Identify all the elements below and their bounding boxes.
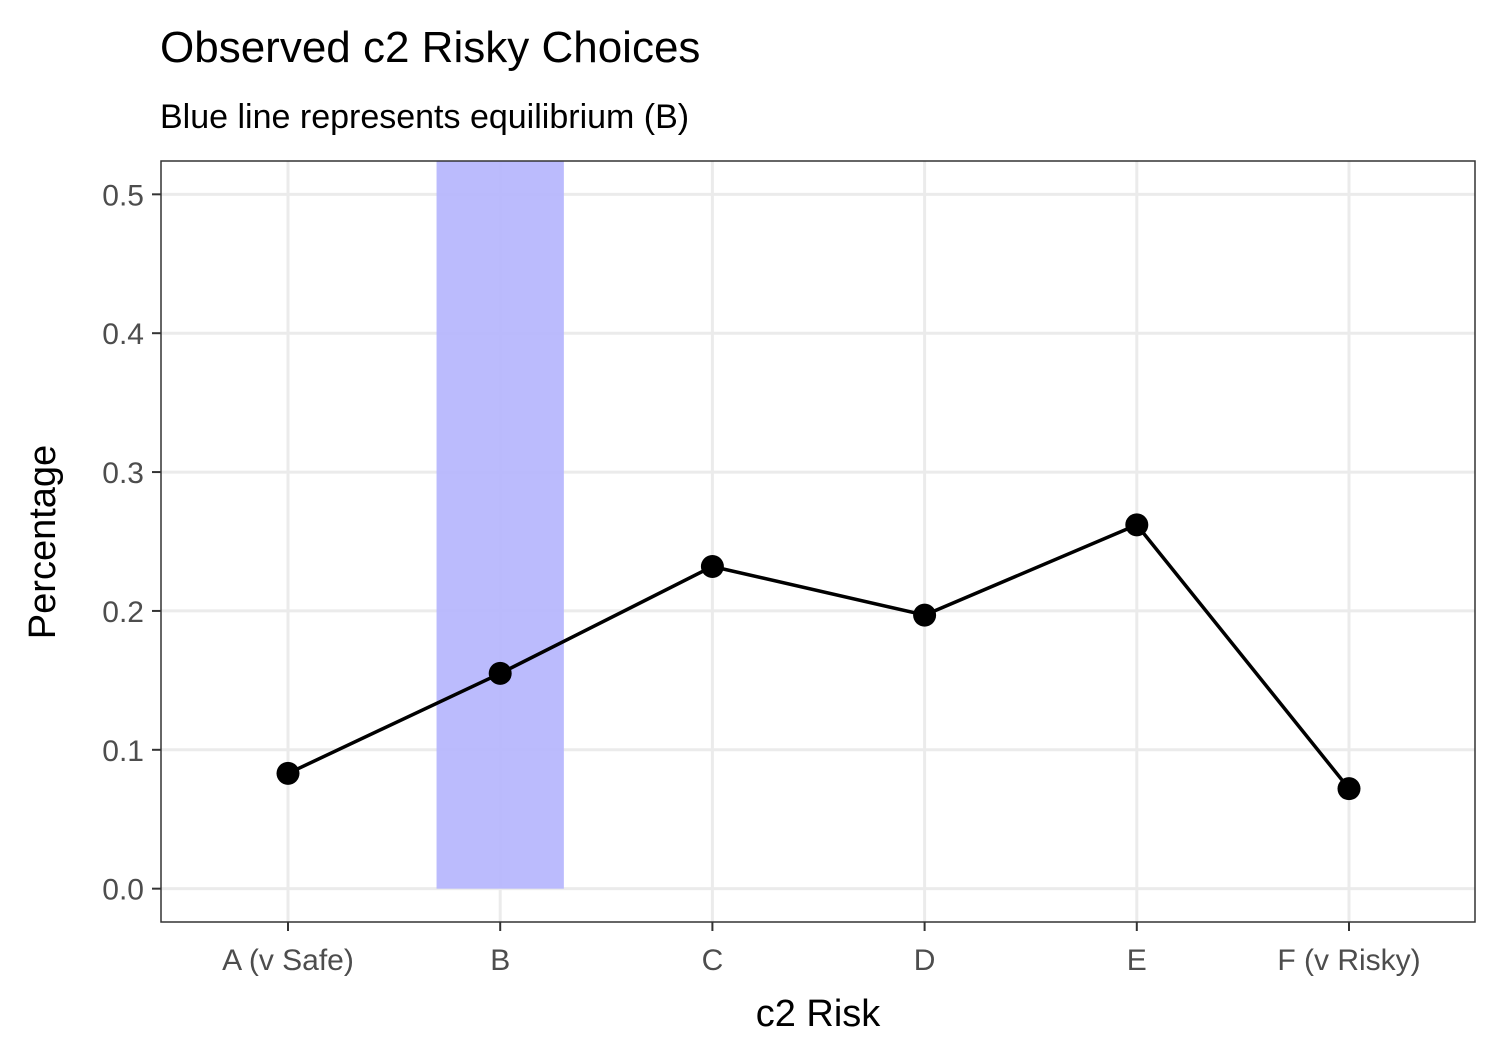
y-tick-label: 0.0	[102, 874, 144, 907]
series-line	[287, 523, 1351, 790]
data-point	[276, 761, 300, 785]
equilibrium-band	[436, 161, 564, 889]
y-tick-label: 0.5	[102, 179, 144, 212]
x-tick-label: B	[490, 944, 510, 977]
x-tick-label: A (v Safe)	[222, 944, 354, 977]
chart-title: Observed c2 Risky Choices	[160, 23, 700, 72]
y-tick-label: 0.1	[102, 735, 144, 768]
x-axis-title: c2 Risk	[756, 993, 882, 1035]
x-tick-label: F (v Risky)	[1277, 944, 1420, 977]
y-tick-label: 0.3	[102, 457, 144, 490]
y-tick-label: 0.4	[102, 318, 144, 351]
data-point	[913, 603, 937, 627]
chart-subtitle: Blue line represents equilibrium (B)	[160, 98, 689, 136]
data-point	[488, 661, 512, 685]
y-axis-title: Percentage	[22, 445, 64, 639]
data-point	[1337, 777, 1361, 801]
y-axis: 0.0 0.1 0.2 0.3 0.4 0.5	[102, 179, 161, 907]
x-axis: A (v Safe) B C D E F (v Risky)	[222, 922, 1421, 977]
equilibrium-band-group	[436, 161, 564, 889]
x-tick-label: C	[702, 944, 724, 977]
x-tick-label: D	[914, 944, 936, 977]
series-group	[276, 513, 1361, 801]
panel-border	[160, 160, 1476, 923]
data-point	[1125, 513, 1149, 537]
grid	[161, 161, 1475, 922]
x-tick-label: E	[1127, 944, 1147, 977]
y-tick-label: 0.2	[102, 596, 144, 629]
data-point	[700, 554, 724, 578]
